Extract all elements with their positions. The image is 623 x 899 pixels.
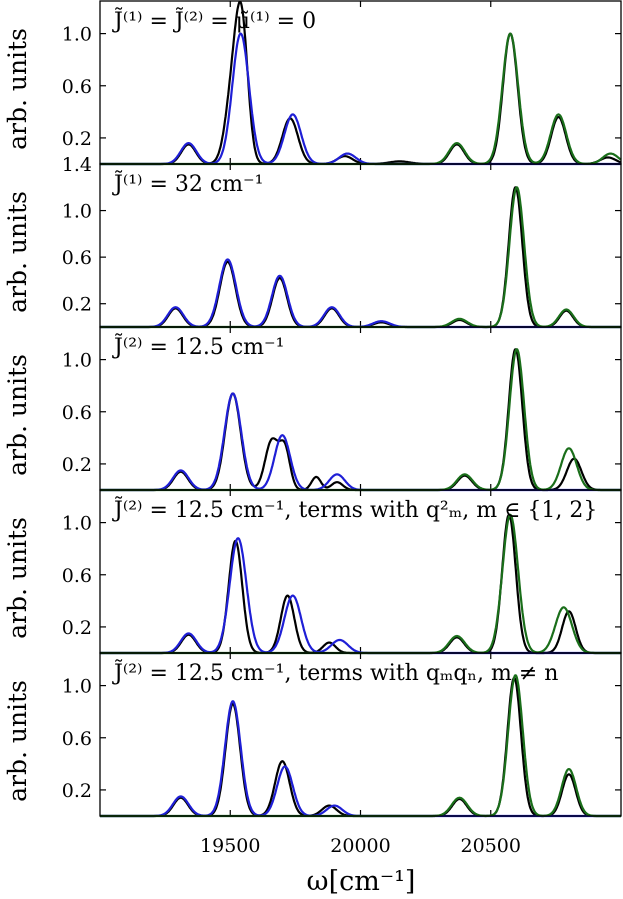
series-line-green bbox=[99, 674, 622, 818]
series-line-green bbox=[99, 186, 622, 329]
y-tick-label: 1.0 bbox=[62, 201, 92, 223]
y-tick-label: 0.2 bbox=[62, 454, 92, 476]
y-tick-label: 0.2 bbox=[62, 780, 92, 802]
y-tick-label: 0.6 bbox=[62, 565, 92, 587]
y-tick-label: 1.4 bbox=[62, 154, 92, 176]
y-tick-label: 0.6 bbox=[62, 728, 92, 750]
y-tick-label: 0.2 bbox=[62, 617, 92, 639]
series-line-blue bbox=[99, 537, 622, 655]
y-tick-label: 1.0 bbox=[62, 513, 92, 535]
panel-title: J̃⁽²⁾ = 12.5 cm⁻¹, terms with q²ₘ, m ∈ {… bbox=[112, 497, 597, 523]
series-line-blue bbox=[99, 392, 622, 492]
panel-title: J̃⁽¹⁾ = J̃⁽²⁾ = μ̃⁽¹⁾ = 0 bbox=[112, 8, 316, 34]
series-line-black bbox=[99, 513, 622, 655]
y-tick-label: 0.2 bbox=[62, 128, 92, 150]
series-line-blue bbox=[99, 258, 622, 329]
y-tick-label: 0.2 bbox=[62, 294, 92, 316]
panel-4: 0.2 0.6 1.0 J̃⁽²⁾ = 12.5 cm⁻¹, terms with q… bbox=[62, 489, 622, 655]
panel-title: J̃⁽¹⁾ = 32 cm⁻¹ bbox=[112, 171, 263, 197]
x-tick-label: 20500 bbox=[461, 835, 521, 857]
series-line-black bbox=[99, 186, 622, 329]
y-axis-label: arb. units bbox=[3, 28, 32, 150]
y-tick-label: 1.0 bbox=[62, 24, 92, 46]
y-tick-label: 1.0 bbox=[62, 350, 92, 372]
panel-title: J̃⁽²⁾ = 12.5 cm⁻¹, terms with qₘqₙ, m ≠ … bbox=[112, 660, 558, 686]
x-axis-label: ω[cm⁻¹] bbox=[307, 866, 416, 897]
panel-frame bbox=[99, 652, 622, 817]
y-tick-label: 0.6 bbox=[62, 76, 92, 98]
series-line-blue bbox=[99, 700, 622, 818]
y-tick-label: 0.6 bbox=[62, 402, 92, 424]
panel-1: 0.2 0.6 1.0 J̃⁽¹⁾ = J̃⁽²⁾ = μ̃⁽¹⁾ = 0 bbox=[62, 0, 622, 166]
y-axis-label: arb. units bbox=[3, 354, 32, 476]
y-axis-label: arb. units bbox=[3, 191, 32, 313]
x-tick-label: 19500 bbox=[200, 835, 260, 857]
panel-2: 0.2 0.6 1.0 1.4 J̃⁽¹⁾ = 32 cm⁻¹ bbox=[62, 154, 622, 329]
series-line-green bbox=[99, 32, 622, 166]
y-axis-label: arb. units bbox=[3, 680, 32, 802]
series-line-green bbox=[99, 513, 622, 655]
x-tick-label: 20000 bbox=[330, 835, 390, 857]
y-tick-label: 0.6 bbox=[62, 247, 92, 269]
series-line-green bbox=[99, 348, 622, 492]
panel-3: 0.2 0.6 1.0 J̃⁽²⁾ = 12.5 cm⁻¹ bbox=[62, 326, 622, 492]
y-axis-label: arb. units bbox=[3, 517, 32, 639]
panel-title: J̃⁽²⁾ = 12.5 cm⁻¹ bbox=[112, 334, 284, 360]
panel-5: 0.2 0.6 1.0 J̃⁽²⁾ = 12.5 cm⁻¹, terms with q… bbox=[62, 652, 622, 818]
series-line-black bbox=[99, 676, 622, 818]
series-line-blue bbox=[99, 32, 622, 166]
y-tick-label: 1.0 bbox=[62, 676, 92, 698]
series-line-black bbox=[99, 348, 622, 492]
